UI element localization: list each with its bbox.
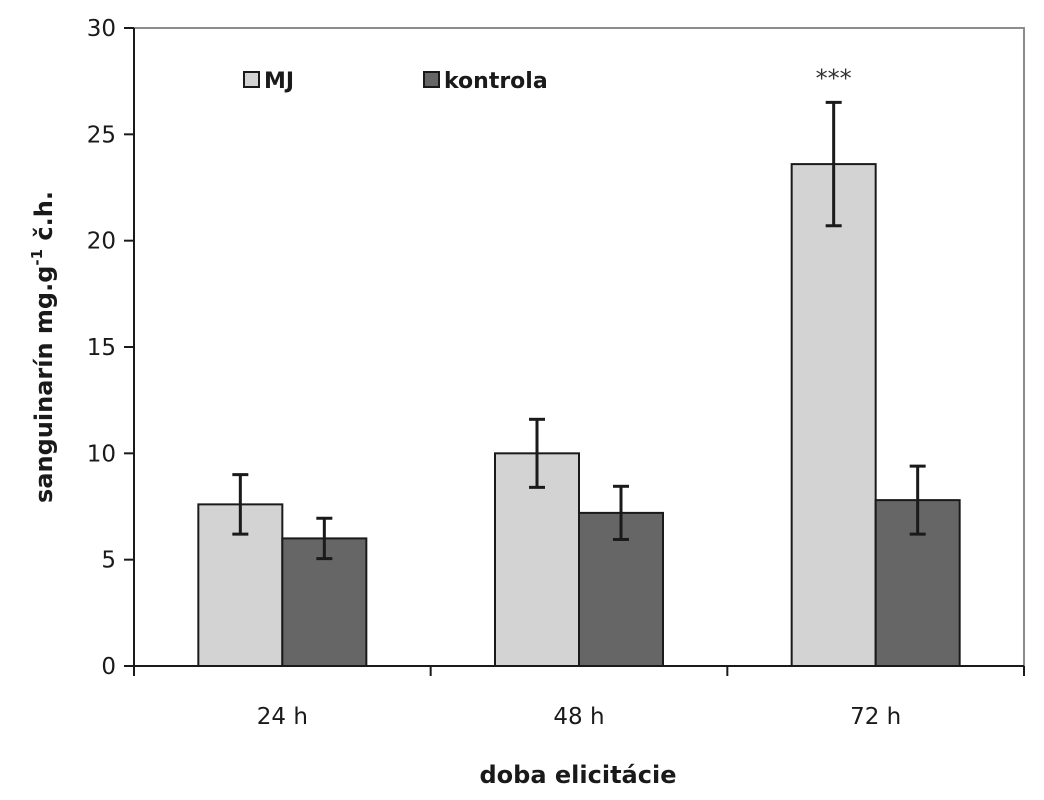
y-axis-title: sanguinarín mg.g-1 č.h. [28,191,58,503]
y-tick-label-0: 0 [101,654,116,680]
y-axis-title-superscript: -1 [28,249,46,266]
legend: MJ kontrola [243,69,548,94]
y-axis-title-suffix: č.h. [30,191,58,249]
x-axis-title: doba elicitácie [480,761,677,789]
y-tick-label-25: 25 [87,122,116,148]
x-tick-label-1: 24 h [257,704,308,730]
annotations-layer: *** [816,64,852,92]
y-axis-title-main: sanguinarín mg.g [30,266,58,503]
x-axis: 24 h 48 h 72 h [133,665,1025,730]
x-tick-label-2: 48 h [553,704,604,730]
legend-swatch-MJ [243,71,260,88]
significance-annotation-1: *** [816,64,852,92]
x-tick-label-3: 72 h [850,704,901,730]
y-tick-label-5: 5 [101,548,116,574]
legend-label-MJ: MJ [264,69,294,94]
legend-label-kontrola: kontrola [444,69,548,94]
y-tick-label-30: 30 [87,16,116,42]
y-tick-label-20: 20 [87,229,116,255]
bar-MJ-3 [790,163,877,668]
y-tick-label-10: 10 [87,441,116,467]
legend-swatch-kontrola [423,71,440,88]
y-axis: 0 5 10 15 20 25 30 [87,16,135,680]
y-tick-label-15: 15 [87,335,116,361]
error-bars-layer [232,100,926,561]
bars-layer [197,163,961,668]
